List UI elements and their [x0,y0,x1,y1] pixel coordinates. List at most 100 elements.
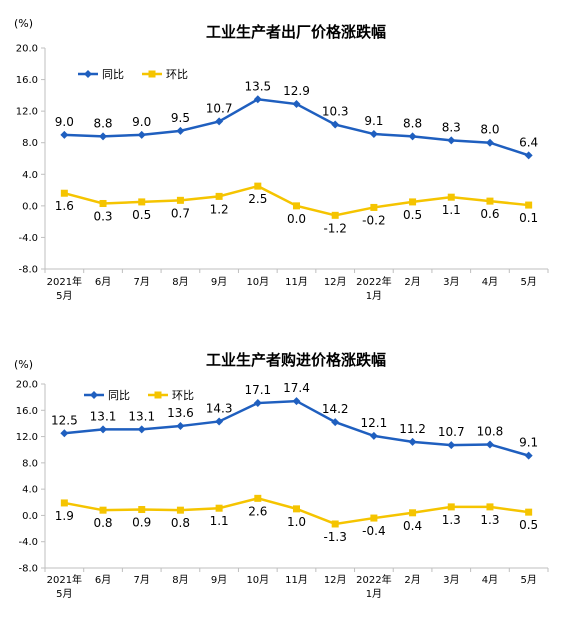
data-point-yoy [137,130,146,139]
data-point-yoy [292,397,301,406]
legend-label-mom: 环比 [172,389,194,402]
x-tick-label: 12月 [324,574,347,586]
legend-label-yoy: 同比 [108,389,130,402]
data-point-mom [293,202,300,210]
y-tick-label: 4.0 [22,485,38,496]
data-point-yoy [176,422,185,431]
data-point-yoy [447,441,456,450]
x-tick-label-line2: 1月 [366,290,382,302]
x-tick-label-line2: 1月 [366,588,382,600]
data-point-yoy [60,429,69,438]
data-label-mom: 1.3 [442,513,461,527]
purchase-price-chart-svg: 工业生产者购进价格涨跌幅 (%) 20.0 16.0 12.0 8.0 4.0 0.0 -4.0… [14,351,549,600]
x-tick-label: 3月 [443,574,459,586]
x-tick-label: 6月 [95,276,111,288]
data-label-mom: 2.6 [248,504,267,518]
data-label-yoy: 8.8 [93,116,112,130]
data-point-yoy [524,451,533,460]
x-tick-label: 7月 [134,276,150,288]
y-tick-label: 12.0 [16,107,38,118]
x-tick-label-line2: 5月 [56,290,72,302]
data-label-yoy: 14.2 [322,402,349,416]
y-tick-label: 4.0 [22,170,38,181]
data-label-mom: 2.5 [248,192,267,206]
data-point-mom [254,182,262,190]
data-label-yoy: 9.0 [132,115,151,129]
data-point-mom [254,494,262,502]
x-tick-label: 8月 [172,276,188,288]
data-label-mom: 1.1 [210,514,229,528]
data-label-mom: 0.3 [93,209,112,223]
x-tick-label: 2022年 [356,275,391,288]
data-label-yoy: 10.7 [438,425,465,439]
purchase-price-chart: 工业生产者购进价格涨跌幅 (%) 20.0 16.0 12.0 8.0 4.0 0.0 -4.0… [0,312,569,623]
data-point-mom [486,197,494,205]
data-point-mom [447,503,455,511]
data-point-yoy [485,440,494,449]
y-tick-label: 12.0 [16,432,38,443]
data-label-mom: 1.0 [287,515,306,529]
data-label-yoy: 12.5 [51,413,78,427]
data-label-mom: 1.6 [55,199,74,213]
y-unit-label: (%) [14,17,33,30]
data-point-mom [60,189,68,197]
data-point-yoy [524,151,533,160]
data-label-mom: 1.1 [442,203,461,217]
data-label-yoy: 13.6 [167,406,194,420]
data-point-yoy [215,417,224,426]
x-tick-label: 5月 [520,574,536,586]
y-tick-label: 0.0 [22,201,38,212]
x-tick-label: 2021年 [47,573,82,586]
data-point-mom [176,196,184,204]
data-label-mom: 1.3 [480,513,499,527]
y-tick-label: 20.0 [16,44,38,55]
ppi-chart: 工业生产者出厂价格涨跌幅 (%) 20.0 16.0 12.0 8.0 4.0 0.0 -4.0… [14,17,549,302]
data-point-yoy [369,130,378,139]
data-point-yoy [253,95,262,104]
data-label-yoy: 8.0 [480,123,499,137]
y-tick-label: 16.0 [16,75,38,86]
y-unit-label: (%) [14,358,33,371]
data-label-yoy: 13.5 [244,79,271,93]
legend-label-yoy: 同比 [102,68,124,81]
data-point-yoy [292,100,301,109]
data-point-mom [99,199,107,207]
data-label-mom: 0.8 [171,516,190,530]
x-tick-label: 5月 [520,276,536,288]
legend-label-mom: 环比 [166,68,188,81]
data-point-mom [447,193,455,201]
data-label-mom: 0.9 [132,516,151,530]
data-point-mom [293,505,300,513]
data-point-mom [486,503,494,511]
x-tick-label: 4月 [482,276,498,288]
data-point-yoy [99,425,108,434]
x-tick-label: 6月 [95,574,111,586]
legend-marker-yoy [90,391,98,399]
y-tick-label: -4.0 [18,233,38,244]
chart-title: 工业生产者购进价格涨跌幅 [206,351,386,369]
x-tick-label: 8月 [172,574,188,586]
x-tick-label: 12月 [324,276,347,288]
data-point-yoy [176,126,185,135]
data-point-yoy [408,437,417,446]
data-label-mom: -0.4 [362,524,385,538]
data-point-mom [176,506,184,514]
data-label-mom: 0.4 [403,519,422,533]
data-label-yoy: 9.1 [364,114,383,128]
data-point-yoy [215,117,224,126]
x-tick-label: 2021年 [47,275,82,288]
y-tick-label: 0.0 [22,511,38,522]
data-point-mom [99,506,107,514]
data-point-mom [409,198,417,206]
data-label-yoy: 17.4 [283,381,310,395]
data-label-mom: 0.8 [93,516,112,530]
data-point-yoy [447,136,456,145]
data-label-yoy: 14.3 [206,401,233,415]
data-label-yoy: 13.1 [90,409,117,423]
data-label-mom: 0.7 [171,206,190,220]
y-tick-label: 16.0 [16,406,38,417]
legend-marker-mom [154,391,162,399]
data-label-yoy: 6.4 [519,135,538,149]
data-point-mom [138,198,146,206]
x-tick-label: 7月 [134,574,150,586]
